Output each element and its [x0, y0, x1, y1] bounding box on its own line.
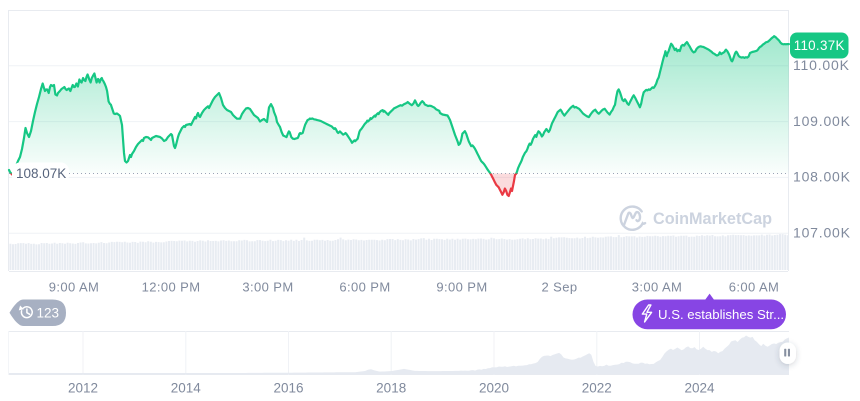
svg-text:2014: 2014: [171, 381, 202, 396]
svg-text:2024: 2024: [684, 381, 715, 396]
svg-text:3:00 PM: 3:00 PM: [242, 280, 293, 295]
svg-text:CoinMarketCap: CoinMarketCap: [653, 209, 772, 228]
svg-text:6:00 AM: 6:00 AM: [729, 280, 780, 295]
svg-text:108.00K: 108.00K: [793, 169, 851, 185]
svg-text:3:00 AM: 3:00 AM: [632, 280, 683, 295]
svg-text:109.00K: 109.00K: [793, 113, 851, 129]
svg-text:2016: 2016: [273, 381, 303, 396]
svg-text:2 Sep: 2 Sep: [542, 280, 578, 295]
svg-text:110.00K: 110.00K: [793, 57, 850, 73]
svg-text:110.37K: 110.37K: [794, 38, 845, 53]
svg-text:123: 123: [37, 306, 60, 321]
svg-text:9:00 AM: 9:00 AM: [49, 280, 100, 295]
svg-text:2020: 2020: [479, 381, 509, 396]
svg-text:2012: 2012: [68, 381, 98, 396]
svg-text:6:00 PM: 6:00 PM: [339, 280, 390, 295]
svg-text:107.00K: 107.00K: [793, 224, 851, 240]
svg-text:108.07K: 108.07K: [16, 166, 66, 181]
svg-text:2018: 2018: [376, 381, 406, 396]
svg-text:2022: 2022: [582, 381, 612, 396]
svg-text:12:00 PM: 12:00 PM: [142, 280, 201, 295]
svg-text:9:00 PM: 9:00 PM: [436, 280, 487, 295]
svg-text:U.S. establishes Str...: U.S. establishes Str...: [658, 307, 784, 322]
